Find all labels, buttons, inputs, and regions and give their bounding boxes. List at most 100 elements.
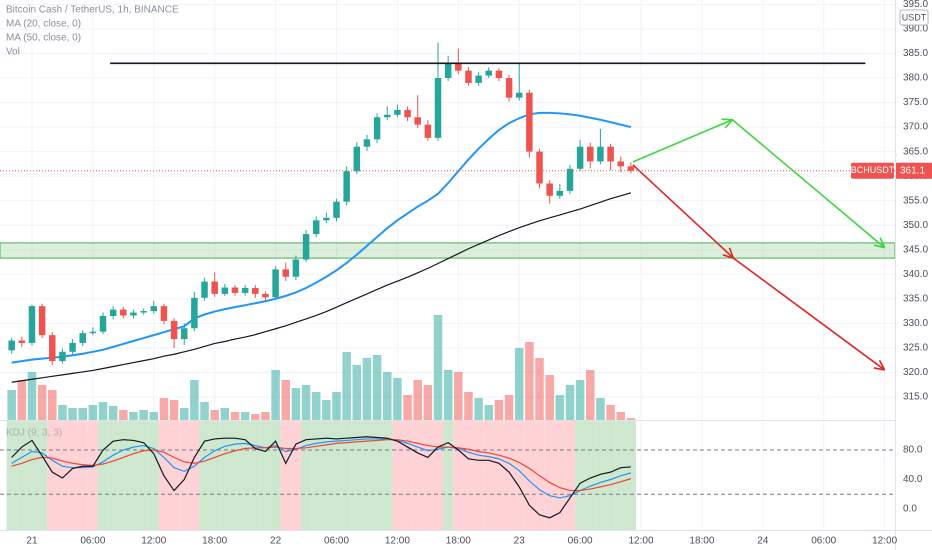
signal-background bbox=[595, 421, 606, 530]
volume-bar bbox=[17, 380, 27, 420]
currency-label: USDT bbox=[902, 12, 927, 22]
candle-body bbox=[444, 63, 452, 79]
candle-body bbox=[495, 70, 503, 79]
arrow-head bbox=[873, 367, 885, 371]
volume-bar bbox=[555, 395, 565, 420]
volume-bar bbox=[352, 365, 362, 420]
plot-layer bbox=[0, 42, 896, 530]
signal-background bbox=[554, 421, 565, 530]
x-tick-label: 22 bbox=[270, 536, 282, 547]
volume-bar bbox=[240, 412, 250, 420]
candle-body bbox=[323, 217, 330, 221]
signal-background bbox=[118, 421, 129, 530]
candle-body bbox=[170, 320, 178, 340]
arrow-head bbox=[878, 359, 886, 371]
candle-body bbox=[89, 331, 97, 334]
candle-body bbox=[252, 288, 259, 294]
last-price-label: 361.1 bbox=[900, 165, 925, 176]
candle-body bbox=[617, 161, 624, 167]
y-tick-label: 315.0 bbox=[903, 392, 928, 403]
signal-background bbox=[341, 421, 352, 530]
x-tick-label: 12:00 bbox=[872, 536, 897, 547]
volume-bar bbox=[200, 402, 209, 420]
candle-body bbox=[120, 309, 127, 316]
volume-bar bbox=[261, 412, 270, 420]
signal-background bbox=[16, 421, 27, 530]
signal-background bbox=[240, 421, 251, 530]
currency-box bbox=[899, 9, 929, 26]
candle-body bbox=[627, 166, 635, 171]
y-tick-label: 380.0 bbox=[903, 73, 928, 84]
candle-body bbox=[424, 124, 432, 138]
candle-body bbox=[312, 220, 320, 235]
y-tick-label: 390.0 bbox=[903, 24, 928, 35]
candle-body bbox=[38, 306, 46, 336]
legend-entry: MA (50, close, 0) bbox=[6, 33, 81, 44]
volume-bar bbox=[311, 392, 321, 420]
volume-bar bbox=[322, 400, 331, 420]
signal-background bbox=[138, 421, 149, 530]
signal-background bbox=[351, 421, 362, 530]
candle-body bbox=[302, 234, 310, 260]
signal-background bbox=[453, 421, 464, 530]
y-tick-label: 80.0 bbox=[903, 445, 923, 456]
signal-background bbox=[270, 421, 281, 530]
y-tick-label: 330.0 bbox=[903, 318, 928, 329]
signal-background bbox=[382, 421, 393, 530]
y-tick-label: 335.0 bbox=[903, 293, 928, 304]
volume-bar bbox=[88, 405, 98, 420]
volume-bar bbox=[443, 370, 453, 420]
volume-bar bbox=[159, 398, 169, 420]
signal-background bbox=[219, 421, 230, 530]
signal-background bbox=[493, 421, 504, 530]
volume-bar bbox=[169, 400, 179, 420]
volume-bar bbox=[545, 375, 554, 420]
signal-background bbox=[87, 421, 98, 530]
y-tick-label: 375.0 bbox=[903, 97, 928, 108]
candle-body bbox=[607, 146, 614, 162]
volume-bar bbox=[535, 358, 544, 420]
indicator-title: KDJ (9, 3, 3) bbox=[6, 428, 62, 439]
signal-background bbox=[199, 421, 210, 530]
volume-bar bbox=[98, 402, 108, 420]
volume-bar bbox=[129, 412, 138, 420]
volume-bar bbox=[565, 385, 575, 420]
signal-background bbox=[625, 421, 636, 530]
arrow-head bbox=[728, 247, 735, 259]
volume-bar bbox=[301, 385, 311, 420]
signal-background bbox=[26, 421, 38, 530]
volume-bar bbox=[382, 372, 392, 420]
signal-background bbox=[564, 421, 576, 530]
volume-bar bbox=[514, 348, 524, 420]
volume-bar bbox=[58, 405, 67, 420]
candle-body bbox=[485, 70, 493, 76]
arrow-head bbox=[879, 237, 886, 249]
volume-bar bbox=[190, 380, 199, 420]
signal-background bbox=[250, 421, 261, 530]
x-tick-label: 12:00 bbox=[629, 536, 654, 547]
candle-body bbox=[49, 335, 56, 362]
volume-bar bbox=[37, 385, 47, 420]
signal-background bbox=[585, 421, 596, 530]
signal-background bbox=[321, 421, 332, 530]
volume-bar bbox=[149, 412, 159, 420]
volume-bar bbox=[48, 390, 57, 420]
volume-bar bbox=[68, 408, 77, 420]
volume-bar bbox=[281, 380, 291, 420]
candle-body bbox=[130, 312, 137, 316]
volume-bar bbox=[139, 410, 148, 420]
volume-bar bbox=[626, 418, 636, 420]
support-zone bbox=[0, 242, 896, 259]
volume-bar bbox=[108, 406, 118, 420]
candle-body bbox=[475, 75, 482, 83]
candle-body bbox=[373, 117, 381, 140]
candle-body bbox=[201, 281, 208, 298]
signal-background bbox=[392, 421, 403, 530]
candle-body bbox=[150, 306, 158, 312]
y-tick-label: 0.0 bbox=[903, 504, 917, 515]
y-tick-label: 365.0 bbox=[903, 146, 928, 157]
candle-body bbox=[18, 340, 26, 343]
volume-bar bbox=[7, 390, 16, 420]
arrow-head bbox=[721, 118, 733, 121]
